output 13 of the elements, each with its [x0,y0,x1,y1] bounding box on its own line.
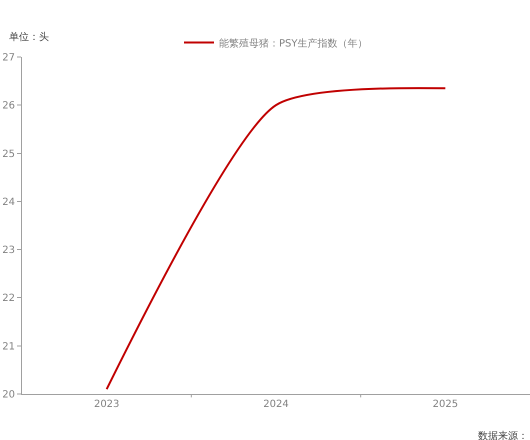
y-tick-label: 20 [2,390,15,400]
y-tick-label: 27 [2,52,15,64]
y-tick-label: 24 [2,196,15,208]
y-tick-label: 26 [2,100,15,112]
x-tick-label: 2023 [94,399,120,410]
x-tick-label: 2025 [432,399,458,410]
x-tick-label: 2024 [263,399,289,410]
legend-label: 能繁殖母猪：PSY生产指数（年） [219,37,368,50]
text: 单位：头 [9,31,49,43]
y-tick-label: 23 [2,245,15,256]
y-tick-label: 22 [2,293,15,304]
y-tick-label: 25 [2,148,15,160]
y-tick-label: 21 [2,341,15,352]
